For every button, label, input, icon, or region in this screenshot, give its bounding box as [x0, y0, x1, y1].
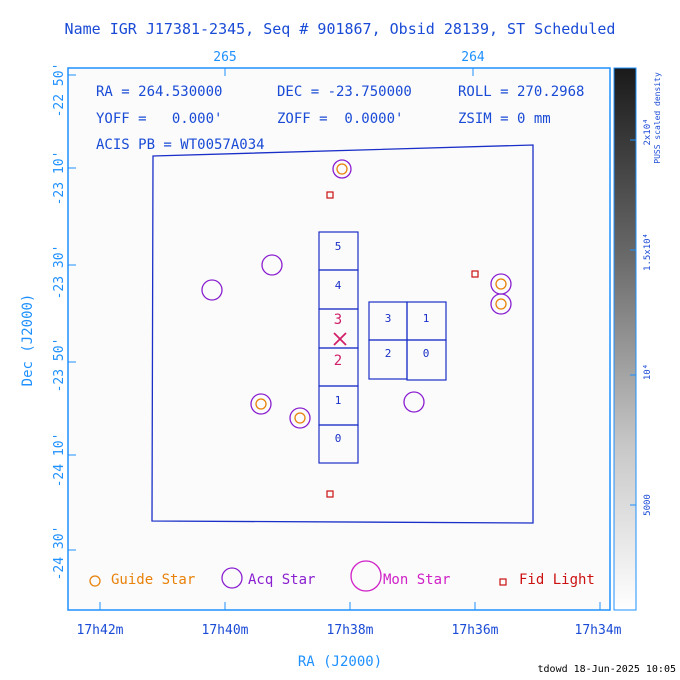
roll-value: ROLL = 270.2968 [458, 84, 584, 100]
acq-star [332, 159, 352, 179]
top-axis: 265 264 [213, 50, 485, 76]
fid-light [471, 270, 479, 278]
left-axis: -22 50' -23 10' -23 30' -23 50' -24 10' … [20, 63, 76, 581]
field-of-view-box [151, 144, 534, 524]
fid-light [326, 191, 334, 199]
chip-label-active: 2 [334, 353, 342, 369]
y-tick-label: -24 10' [52, 433, 67, 488]
legend-fid-label: Fid Light [519, 572, 595, 588]
fid-lights [326, 191, 479, 498]
chip-label: 4 [335, 279, 342, 292]
acq-star [403, 391, 425, 413]
colorbar: 2x10⁴ 1.5x10⁴ 10⁴ 5000 PUSS scaled densi… [613, 67, 662, 611]
chip-label: 0 [423, 347, 430, 360]
acis-chip [406, 339, 447, 381]
fid-light [326, 490, 334, 498]
legend-guide-label: Guide Star [111, 572, 195, 588]
dec-value: DEC = -23.750000 [277, 84, 412, 100]
acis-chip [318, 424, 359, 464]
mon-star-legend-icon [350, 560, 382, 592]
y-axis-label: Dec (J2000) [20, 294, 36, 387]
guide-star [495, 278, 507, 290]
chip-label: 3 [385, 312, 392, 325]
fid-light-legend-icon [499, 578, 507, 586]
acq-star [201, 279, 223, 301]
y-tick-label: -22 50' [52, 63, 67, 118]
target-marker [333, 332, 347, 346]
guide-stars [255, 163, 507, 424]
acis-i-labels: 3 1 2 0 [385, 312, 430, 360]
colorbar-tick: 1.5x10⁴ [643, 233, 653, 271]
guide-star [255, 398, 267, 410]
colorbar-tick: 10⁴ [643, 364, 653, 380]
pointing-info: RA = 264.530000 DEC = -23.750000 ROLL = … [96, 84, 584, 153]
x-tick-label: 17h38m [327, 623, 374, 638]
acq-star [250, 393, 272, 415]
chip-label: 1 [335, 394, 342, 407]
guide-star [495, 298, 507, 310]
top-tick-label: 264 [461, 50, 485, 65]
zoff-value: ZOFF = 0.0000' [277, 111, 403, 127]
acis-chip-column [318, 231, 359, 464]
x-axis-label: RA (J2000) [298, 654, 382, 670]
legend: Guide Star Acq Star Mon Star Fid Light [89, 560, 595, 592]
plot-title: Name IGR J17381-2345, Seq # 901867, Obsi… [65, 20, 616, 38]
chip-label: 2 [385, 347, 392, 360]
legend-mon-label: Mon Star [383, 572, 450, 588]
acq-stars [201, 159, 512, 429]
x-tick-label: 17h42m [77, 623, 124, 638]
y-tick-label: -23 10' [52, 151, 67, 206]
y-tick-label: -23 50' [52, 338, 67, 393]
acq-star [490, 293, 512, 315]
acq-star [289, 407, 311, 429]
yoff-value: YOFF = 0.000' [96, 111, 222, 127]
colorbar-label: PUSS scaled density [653, 72, 662, 164]
x-tick-label: 17h34m [575, 623, 622, 638]
colorbar-tick: 5000 [643, 494, 653, 516]
guide-star [336, 163, 348, 175]
acq-star-legend-icon [221, 567, 243, 589]
chip-label-active: 3 [334, 312, 342, 328]
x-tick-label: 17h40m [202, 623, 249, 638]
acis-chip-labels: 5 4 3 2 1 0 [334, 240, 342, 445]
guide-star [294, 412, 306, 424]
y-tick-label: -23 30' [52, 245, 67, 300]
x-tick-label: 17h36m [452, 623, 499, 638]
guide-star-legend-icon [89, 575, 101, 587]
chip-label: 0 [335, 432, 342, 445]
chip-label: 5 [335, 240, 342, 253]
zsim-value: ZSIM = 0 mm [458, 111, 551, 127]
legend-acq-label: Acq Star [248, 572, 315, 588]
acq-star [261, 254, 283, 276]
ra-value: RA = 264.530000 [96, 84, 222, 100]
acis-i-array [368, 301, 447, 381]
y-tick-label: -24 30' [52, 526, 67, 581]
acis-value: ACIS PB = WT0057A034 [96, 137, 265, 153]
chip-label: 1 [423, 312, 430, 325]
footer-stamp: tdowd 18-Jun-2025 10:05 [538, 664, 676, 675]
colorbar-tick: 2x10⁴ [643, 118, 653, 145]
top-tick-label: 265 [213, 50, 236, 65]
bottom-axis: 17h42m 17h40m 17h38m 17h36m 17h34m RA (J… [77, 602, 622, 670]
